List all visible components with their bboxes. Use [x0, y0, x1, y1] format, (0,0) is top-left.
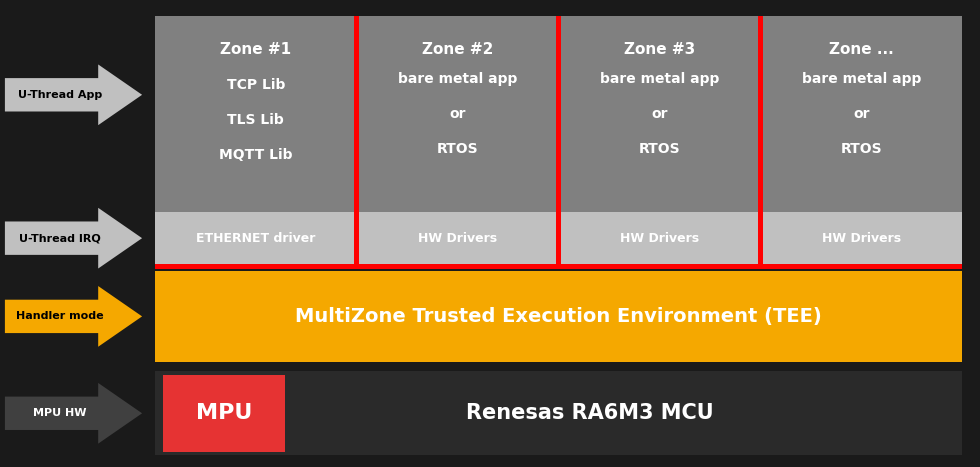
FancyBboxPatch shape	[559, 212, 760, 264]
FancyBboxPatch shape	[557, 16, 561, 264]
Text: TLS Lib: TLS Lib	[227, 113, 284, 127]
Text: MPU: MPU	[196, 403, 252, 423]
Polygon shape	[5, 286, 142, 347]
Text: Zone ...: Zone ...	[829, 42, 894, 57]
Polygon shape	[5, 208, 142, 269]
Text: RTOS: RTOS	[437, 142, 478, 156]
FancyBboxPatch shape	[155, 212, 357, 264]
Text: MultiZone Trusted Execution Environment (TEE): MultiZone Trusted Execution Environment …	[295, 307, 822, 326]
Text: HW Drivers: HW Drivers	[418, 232, 497, 245]
FancyBboxPatch shape	[155, 264, 962, 269]
Text: bare metal app: bare metal app	[802, 72, 921, 86]
FancyBboxPatch shape	[155, 371, 962, 455]
Text: MQTT Lib: MQTT Lib	[220, 149, 292, 163]
Text: Zone #3: Zone #3	[624, 42, 695, 57]
Polygon shape	[5, 383, 142, 444]
Polygon shape	[5, 64, 142, 125]
Text: U-Thread App: U-Thread App	[18, 90, 102, 100]
Text: RTOS: RTOS	[841, 142, 882, 156]
FancyBboxPatch shape	[357, 212, 559, 264]
FancyBboxPatch shape	[760, 16, 962, 212]
Text: U-Thread IRQ: U-Thread IRQ	[19, 233, 101, 243]
Text: ETHERNET driver: ETHERNET driver	[196, 232, 316, 245]
Text: Zone #1: Zone #1	[220, 42, 291, 57]
FancyBboxPatch shape	[759, 16, 763, 264]
Text: Zone #2: Zone #2	[422, 42, 493, 57]
Text: HW Drivers: HW Drivers	[822, 232, 901, 245]
Text: Handler mode: Handler mode	[16, 311, 104, 321]
Text: RTOS: RTOS	[639, 142, 680, 156]
Text: bare metal app: bare metal app	[600, 72, 719, 86]
FancyBboxPatch shape	[355, 16, 359, 264]
Text: bare metal app: bare metal app	[398, 72, 517, 86]
Text: or: or	[450, 107, 465, 121]
Text: or: or	[854, 107, 869, 121]
FancyBboxPatch shape	[155, 271, 962, 362]
FancyBboxPatch shape	[163, 375, 285, 452]
Text: MPU HW: MPU HW	[33, 408, 86, 418]
FancyBboxPatch shape	[357, 16, 559, 212]
FancyBboxPatch shape	[760, 212, 962, 264]
Text: TCP Lib: TCP Lib	[226, 78, 285, 92]
Text: or: or	[652, 107, 667, 121]
Text: Renesas RA6M3 MCU: Renesas RA6M3 MCU	[466, 403, 713, 423]
Text: HW Drivers: HW Drivers	[620, 232, 699, 245]
FancyBboxPatch shape	[155, 16, 357, 212]
FancyBboxPatch shape	[559, 16, 760, 212]
